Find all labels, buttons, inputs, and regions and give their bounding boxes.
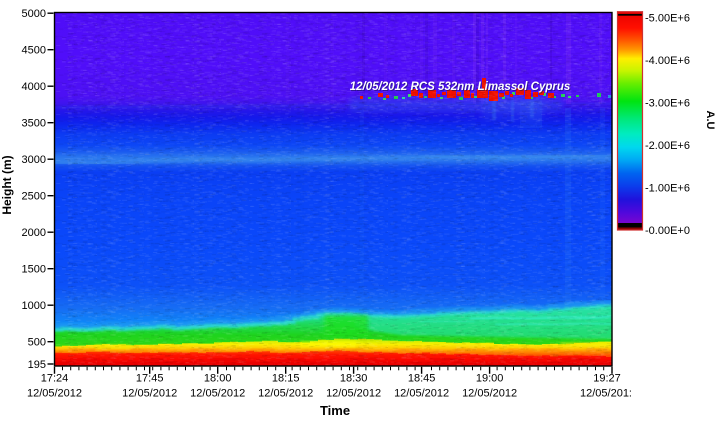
svg-text:18:15: 18:15 (272, 373, 300, 385)
svg-text:3500: 3500 (22, 118, 46, 130)
svg-text:-3.00E+6: -3.00E+6 (645, 98, 690, 110)
svg-text:3000: 3000 (22, 154, 46, 166)
svg-text:2500: 2500 (22, 191, 46, 203)
svg-text:A.U: A.U (704, 111, 716, 130)
svg-text:19:00: 19:00 (476, 373, 504, 385)
svg-text:19:27: 19:27 (593, 373, 621, 385)
svg-text:12/05/2012: 12/05/2012 (27, 388, 82, 400)
svg-text:500: 500 (28, 337, 46, 349)
svg-text:12/05/2012 RCS 532nm Limassol: 12/05/2012 RCS 532nm Limassol Cyprus (350, 81, 571, 93)
svg-text:1500: 1500 (22, 264, 46, 276)
svg-text:17:24: 17:24 (41, 373, 69, 385)
svg-text:-5.00E+6: -5.00E+6 (645, 13, 690, 25)
svg-text:18:30: 18:30 (340, 373, 368, 385)
svg-text:12/05/2012: 12/05/2012 (190, 388, 245, 400)
svg-text:12/05/2012: 12/05/2012 (326, 388, 381, 400)
svg-text:18:00: 18:00 (204, 373, 232, 385)
svg-text:4000: 4000 (22, 81, 46, 93)
svg-text:Time: Time (320, 403, 350, 418)
svg-text:12/05/2012: 12/05/2012 (462, 388, 517, 400)
svg-text:12/05/2012: 12/05/2012 (122, 388, 177, 400)
svg-text:195: 195 (28, 359, 46, 371)
svg-text:12/05/201:: 12/05/201: (580, 388, 632, 400)
svg-text:-4.00E+6: -4.00E+6 (645, 55, 690, 67)
svg-text:5000: 5000 (22, 8, 46, 20)
svg-text:17:45: 17:45 (136, 373, 164, 385)
svg-text:-2.00E+6: -2.00E+6 (645, 140, 690, 152)
svg-text:-0.00E+0: -0.00E+0 (645, 225, 690, 237)
svg-text:2000: 2000 (22, 227, 46, 239)
svg-text:18:45: 18:45 (408, 373, 436, 385)
svg-text:-1.00E+6: -1.00E+6 (645, 183, 690, 195)
svg-text:1000: 1000 (22, 300, 46, 312)
svg-text:12/05/2012: 12/05/2012 (258, 388, 313, 400)
svg-text:4500: 4500 (22, 45, 46, 57)
svg-text:12/05/2012: 12/05/2012 (394, 388, 449, 400)
svg-text:Height (m): Height (m) (0, 155, 14, 214)
